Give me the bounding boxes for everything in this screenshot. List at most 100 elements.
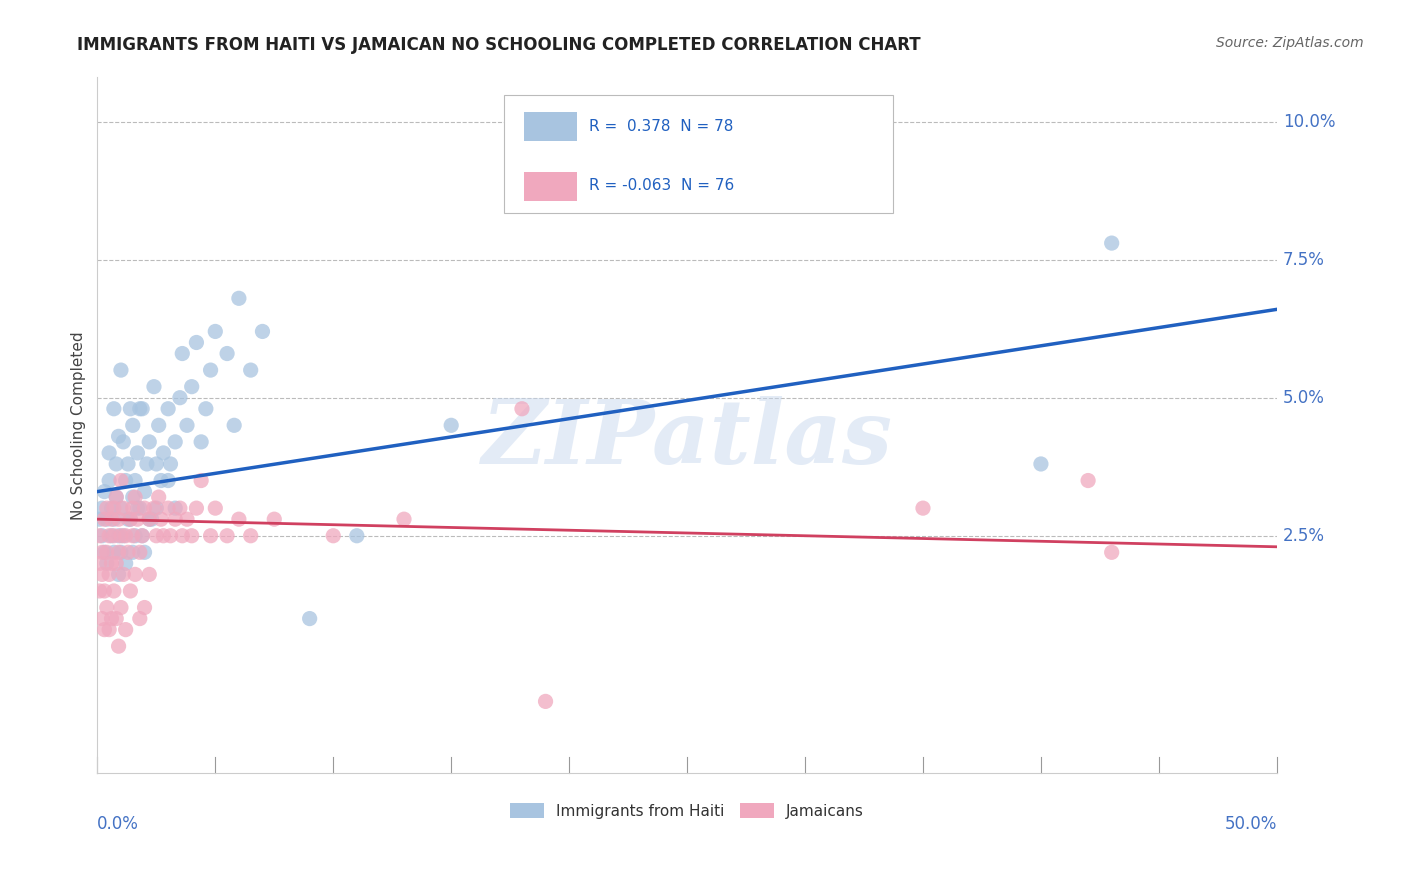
Point <box>134 545 156 559</box>
Point <box>124 567 146 582</box>
Point <box>112 434 135 449</box>
Point <box>157 474 180 488</box>
Point <box>176 418 198 433</box>
Point <box>96 557 118 571</box>
Point <box>107 529 129 543</box>
Point <box>159 457 181 471</box>
Point <box>217 529 239 543</box>
Point <box>121 418 143 433</box>
FancyBboxPatch shape <box>505 95 893 213</box>
Point <box>169 391 191 405</box>
Point <box>91 501 114 516</box>
Point <box>124 474 146 488</box>
Point <box>124 490 146 504</box>
Point <box>131 529 153 543</box>
Point <box>217 346 239 360</box>
Point <box>105 557 128 571</box>
Point <box>110 545 132 559</box>
Point <box>128 501 150 516</box>
Point <box>120 512 142 526</box>
Point <box>98 474 121 488</box>
Point <box>150 474 173 488</box>
Point <box>117 457 139 471</box>
Point <box>534 694 557 708</box>
Point <box>114 474 136 488</box>
Point <box>138 567 160 582</box>
Point <box>121 490 143 504</box>
Point <box>120 401 142 416</box>
Point <box>107 512 129 526</box>
Point <box>152 446 174 460</box>
FancyBboxPatch shape <box>524 112 578 142</box>
Point <box>98 446 121 460</box>
Point <box>98 567 121 582</box>
Point <box>103 584 125 599</box>
Y-axis label: No Schooling Completed: No Schooling Completed <box>72 331 86 520</box>
Text: IMMIGRANTS FROM HAITI VS JAMAICAN NO SCHOOLING COMPLETED CORRELATION CHART: IMMIGRANTS FROM HAITI VS JAMAICAN NO SCH… <box>77 36 921 54</box>
Point <box>110 501 132 516</box>
Point <box>322 529 344 543</box>
Point <box>440 418 463 433</box>
Point <box>89 529 111 543</box>
Point <box>1101 236 1123 251</box>
Point <box>117 512 139 526</box>
Point <box>298 611 321 625</box>
Point <box>135 457 157 471</box>
Point <box>100 529 122 543</box>
Point <box>180 379 202 393</box>
Point <box>138 512 160 526</box>
Point <box>143 501 166 516</box>
Legend: Immigrants from Haiti, Jamaicans: Immigrants from Haiti, Jamaicans <box>505 797 870 825</box>
Point <box>121 545 143 559</box>
Point <box>127 446 149 460</box>
Point <box>105 490 128 504</box>
Point <box>194 401 217 416</box>
Point <box>157 501 180 516</box>
Point <box>190 434 212 449</box>
Point <box>1029 457 1052 471</box>
Point <box>89 584 111 599</box>
Text: 2.5%: 2.5% <box>1282 527 1324 545</box>
Text: Source: ZipAtlas.com: Source: ZipAtlas.com <box>1216 36 1364 50</box>
Point <box>127 501 149 516</box>
Point <box>127 512 149 526</box>
Point <box>252 325 274 339</box>
Point <box>392 512 415 526</box>
Point <box>190 474 212 488</box>
Point <box>200 363 222 377</box>
Point <box>134 484 156 499</box>
Point <box>148 418 170 433</box>
Point <box>96 512 118 526</box>
Point <box>204 501 226 516</box>
Point <box>105 611 128 625</box>
Point <box>138 434 160 449</box>
Point <box>628 181 651 195</box>
Point <box>98 623 121 637</box>
Point <box>103 529 125 543</box>
Point <box>141 512 163 526</box>
Point <box>120 584 142 599</box>
Point <box>134 600 156 615</box>
Text: R = -0.063  N = 76: R = -0.063 N = 76 <box>589 178 734 194</box>
Point <box>346 529 368 543</box>
Point <box>165 501 187 516</box>
Point <box>128 545 150 559</box>
Point <box>145 529 167 543</box>
Point <box>112 567 135 582</box>
Point <box>186 501 208 516</box>
Point <box>110 600 132 615</box>
Point <box>93 545 115 559</box>
Point <box>152 529 174 543</box>
Point <box>159 529 181 543</box>
Point <box>107 545 129 559</box>
Text: 0.0%: 0.0% <box>97 815 139 833</box>
Point <box>186 335 208 350</box>
Point <box>176 512 198 526</box>
Point <box>91 529 114 543</box>
Point <box>131 401 153 416</box>
Point <box>128 611 150 625</box>
Point <box>107 429 129 443</box>
Point <box>165 512 187 526</box>
Point <box>110 363 132 377</box>
Point <box>103 545 125 559</box>
